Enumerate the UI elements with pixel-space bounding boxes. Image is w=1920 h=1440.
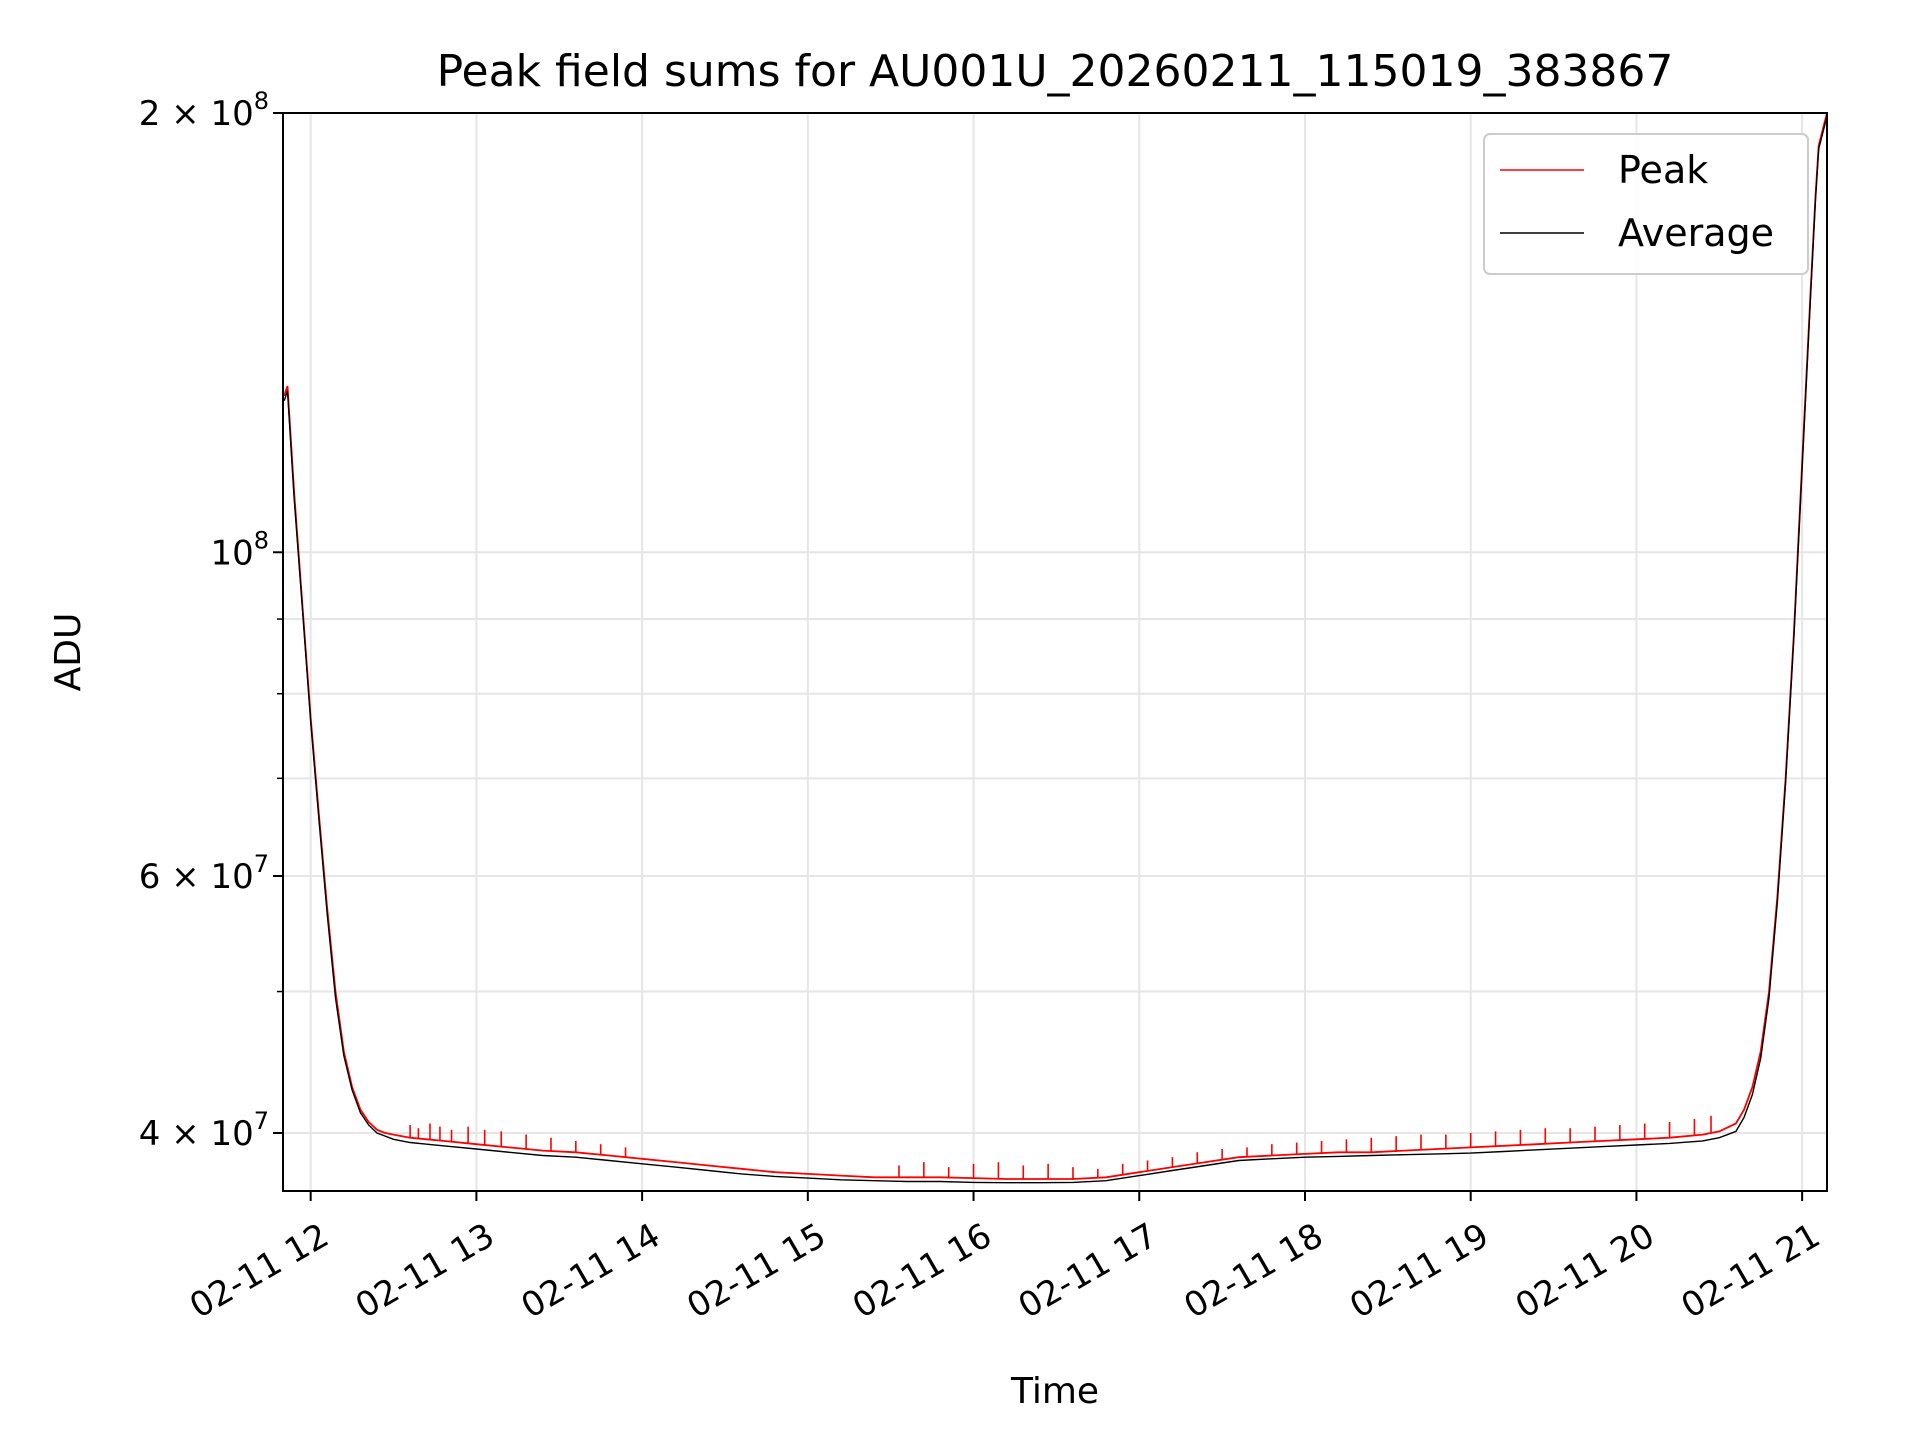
- series-peak-line: [283, 113, 1827, 1180]
- x-axis-label: Time: [1010, 1371, 1099, 1412]
- y-tick-label: 4 × 107: [139, 1107, 269, 1154]
- series-average-line: [283, 116, 1827, 1184]
- chart-title: Peak field sums for AU001U_20260211_1150…: [437, 46, 1674, 97]
- y-tick-label: 2 × 108: [139, 87, 269, 134]
- legend-box: [1483, 133, 1809, 275]
- legend: Peak Average: [1483, 133, 1809, 275]
- legend-peak-label: Peak: [1618, 148, 1708, 192]
- legend-average-label: Average: [1618, 211, 1774, 255]
- y-axis-label: ADU: [48, 613, 89, 692]
- series-layer: [283, 113, 1827, 1184]
- y-tick-label: 6 × 107: [139, 850, 269, 897]
- plot-frame: [282, 112, 1828, 1192]
